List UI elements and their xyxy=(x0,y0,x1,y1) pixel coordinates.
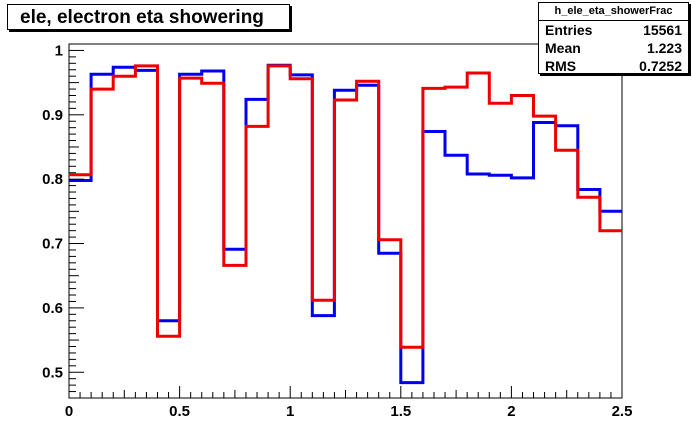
title-box: ele, electron eta showering xyxy=(7,4,290,30)
chart-title: ele, electron eta showering xyxy=(20,7,264,28)
y-tick-label: 1 xyxy=(55,42,63,59)
x-tick-label: 0 xyxy=(65,403,73,420)
stats-row-entries: Entries 15561 xyxy=(539,21,688,39)
x-tick-label: 2.5 xyxy=(612,403,633,420)
stats-histogram-name: h_ele_eta_showerFrac xyxy=(539,3,688,21)
stats-box: h_ele_eta_showerFrac Entries 15561 Mean … xyxy=(538,2,689,74)
series-layer xyxy=(69,63,622,385)
stats-value-entries: 15561 xyxy=(643,22,682,38)
stats-value-mean: 1.223 xyxy=(646,40,682,56)
y-tick-label: 0.8 xyxy=(42,171,63,188)
stats-row-mean: Mean 1.223 xyxy=(539,39,688,57)
y-tick-label: 0.7 xyxy=(42,236,63,253)
y-tick-label: 0.9 xyxy=(42,107,63,124)
stats-label-mean: Mean xyxy=(545,40,581,56)
stats-row-rms: RMS 0.7252 xyxy=(539,57,688,75)
stats-value-rms: 0.7252 xyxy=(639,58,682,74)
stats-label-rms: RMS xyxy=(545,58,577,74)
plot-frame xyxy=(68,43,623,399)
x-tick-label: 1 xyxy=(286,403,294,420)
stats-label-entries: Entries xyxy=(545,22,593,38)
y-tick-label: 0.5 xyxy=(42,364,63,381)
y-tick-label: 0.6 xyxy=(42,300,63,317)
series-1-line xyxy=(69,63,622,385)
axis-layer: 0 0.5 1 1.5 2 2.5 0.5 0.6 0.7 0.8 0.9 1 xyxy=(42,42,632,420)
series-2-line xyxy=(69,64,622,349)
x-tick-label: 1.5 xyxy=(390,403,411,420)
x-tick-label: 2 xyxy=(507,403,515,420)
x-tick-label: 0.5 xyxy=(169,403,190,420)
